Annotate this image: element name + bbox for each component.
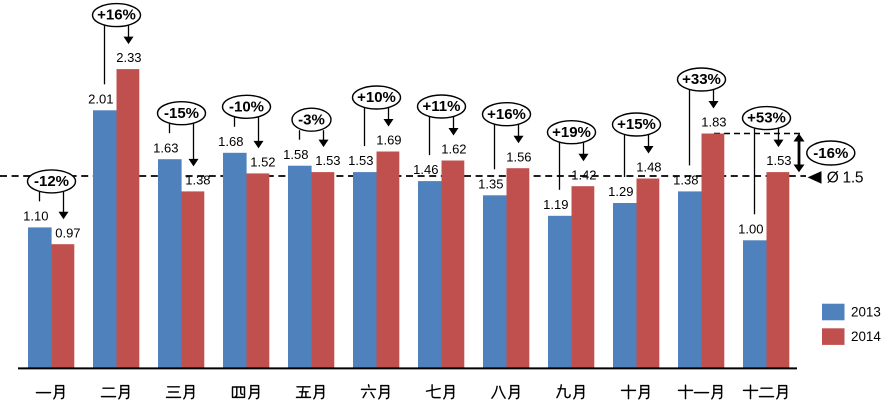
svg-text:+16%: +16% <box>487 106 526 123</box>
svg-text:1.00: 1.00 <box>738 221 763 236</box>
svg-text:1.53: 1.53 <box>766 153 791 168</box>
svg-text:1.69: 1.69 <box>376 133 401 148</box>
svg-text:1.46: 1.46 <box>413 162 438 177</box>
svg-text:1.68: 1.68 <box>218 134 243 149</box>
svg-text:1.29: 1.29 <box>608 184 633 199</box>
svg-text:1.62: 1.62 <box>441 142 466 157</box>
svg-text:+10%: +10% <box>357 89 396 106</box>
svg-text:Ø 1.5: Ø 1.5 <box>827 169 863 186</box>
svg-text:+11%: +11% <box>423 98 461 115</box>
svg-text:-12%: -12% <box>34 173 69 190</box>
svg-text:1.53: 1.53 <box>315 153 340 168</box>
svg-text:1.83: 1.83 <box>701 115 726 130</box>
svg-text:1.56: 1.56 <box>506 149 531 164</box>
svg-text:1.48: 1.48 <box>636 160 661 175</box>
svg-text:1.35: 1.35 <box>478 176 503 191</box>
svg-text:+15%: +15% <box>617 116 656 133</box>
svg-text:2.01: 2.01 <box>88 91 113 106</box>
svg-text:1.58: 1.58 <box>283 147 308 162</box>
svg-text:2013: 2013 <box>851 304 881 319</box>
svg-text:1.63: 1.63 <box>153 140 178 155</box>
svg-text:+16%: +16% <box>97 7 136 24</box>
svg-text:-15%: -15% <box>164 105 199 122</box>
svg-text:0.97: 0.97 <box>55 225 80 240</box>
svg-text:1.38: 1.38 <box>673 173 698 188</box>
svg-text:1.52: 1.52 <box>250 155 275 170</box>
svg-text:1.10: 1.10 <box>23 209 48 224</box>
svg-text:-16%: -16% <box>813 145 848 162</box>
svg-text:1.53: 1.53 <box>348 153 373 168</box>
svg-text:-3%: -3% <box>298 111 325 128</box>
svg-text:1.38: 1.38 <box>185 173 210 188</box>
svg-text:+53%: +53% <box>747 110 786 127</box>
svg-text:2.33: 2.33 <box>116 50 141 65</box>
svg-text:1.42: 1.42 <box>571 167 596 182</box>
svg-text:+19%: +19% <box>552 124 591 141</box>
svg-text:1.19: 1.19 <box>543 197 568 212</box>
svg-text:2014: 2014 <box>851 329 881 344</box>
svg-text:-10%: -10% <box>229 98 264 115</box>
svg-text:+33%: +33% <box>682 71 721 88</box>
